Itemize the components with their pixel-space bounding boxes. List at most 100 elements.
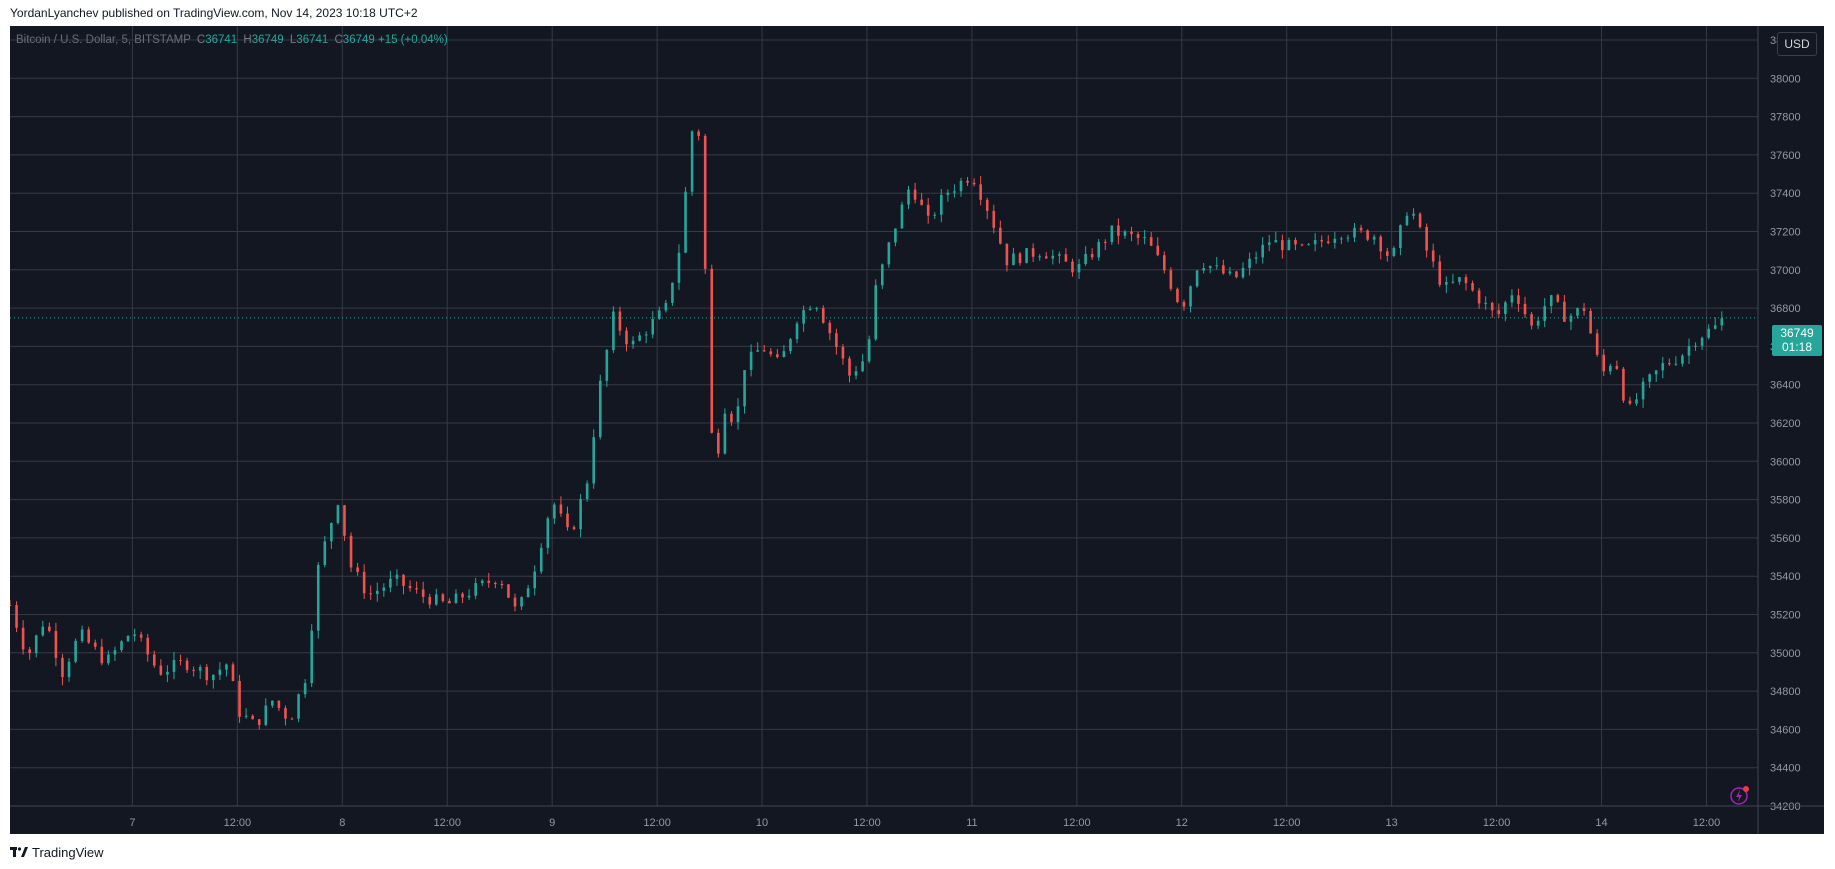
candle-body [257,719,261,725]
candle-body [1136,234,1140,238]
candle-body [428,596,432,605]
candle-body [887,242,891,265]
candle-body [1163,255,1166,271]
candle-body [408,585,412,589]
candle-body [1504,302,1507,315]
tradingview-brand[interactable]: TradingView [10,845,104,860]
candle-body [507,584,510,598]
bolt-icon[interactable] [1729,784,1751,806]
candle-body [395,574,399,579]
candle-body [1549,295,1553,307]
candle-body [808,308,812,311]
candle-body [743,370,746,407]
candle-body [1254,257,1258,259]
candle-body [1589,310,1592,334]
chart-panel[interactable]: 3820038000378003760037400372003700036800… [10,26,1824,834]
x-tick-label: 12:00 [853,817,881,829]
candle-body [402,574,405,586]
candle-body [1608,365,1612,372]
currency-button[interactable]: USD [1777,32,1817,56]
close-value: 36749 [342,34,375,46]
candle-body [1313,240,1317,245]
candle-body [1445,281,1448,285]
candle-body [644,334,648,336]
candle-body [212,674,215,681]
h-value: 36749 [251,34,284,46]
candle-body [1536,320,1540,326]
candle-body [1103,241,1107,243]
candle-body [835,333,838,347]
candle-body [1195,270,1199,287]
candle-body [736,406,740,423]
candle-body [1038,256,1041,258]
y-tick-label: 34200 [1770,801,1801,813]
candle-body [1320,240,1324,242]
candle-body [74,640,77,662]
candle-body [671,282,674,303]
candle-body [34,635,38,654]
l-value: 36741 [296,34,329,46]
candle-body [251,715,254,720]
candle-body [684,191,687,253]
candle-body [907,189,910,205]
candle-body [1700,337,1704,346]
candle-body [1366,230,1369,240]
x-tick-label: 12:00 [1063,817,1091,829]
candle-body [349,535,353,568]
bar-countdown: 01:18 [1781,340,1813,354]
candle-body [913,189,917,200]
candle-body [28,649,31,654]
candle-body [1648,374,1651,382]
candle-body [382,587,386,591]
candle-body [15,605,18,628]
candle-body [953,191,956,193]
y-tick-label: 36000 [1770,456,1801,468]
publish-caption: YordanLyanchev published on TradingView.… [10,6,418,20]
candle-body [579,498,582,530]
candle-body [992,210,996,228]
candle-body [1628,400,1632,404]
candle-body [559,504,563,514]
candle-body [1418,213,1422,228]
candle-body [1720,318,1724,326]
candle-body [159,665,163,675]
candle-body [487,580,491,583]
candle-body [1307,244,1310,246]
candle-body [657,310,661,320]
candle-body [1241,267,1245,278]
x-tick-label: 12:00 [1693,817,1721,829]
candle-body [1182,301,1186,307]
chart-canvas[interactable]: 3820038000378003760037400372003700036800… [10,26,1824,834]
x-tick-label: 12:00 [1273,817,1301,829]
candle-body [1694,345,1697,347]
y-tick-label: 37600 [1770,150,1801,162]
candle-body [494,582,497,584]
candle-body [966,180,969,183]
candle-body [985,199,989,211]
y-tick-label: 36800 [1770,303,1801,315]
candle-body [454,593,458,604]
candle-body [1346,237,1350,239]
candle-body [572,527,576,530]
candle-body [1359,227,1363,231]
candle-body [1018,253,1022,264]
candle-body [1641,381,1645,400]
candle-body [80,629,84,641]
candle-body [1615,365,1619,369]
candle-body [198,667,202,671]
candle-body [697,131,700,136]
h-label: H [243,34,252,46]
candle-body [126,635,130,642]
candle-body [776,354,779,358]
candle-body [139,634,143,638]
candle-body [1222,265,1225,274]
candle-body [244,715,248,717]
candle-body [1202,268,1205,271]
last-price-value: 36749 [1780,326,1814,340]
candle-body [1012,253,1015,266]
candle-body [1569,315,1573,322]
candle-body [435,594,438,605]
tradingview-logo-icon [10,847,28,857]
candle-body [1090,253,1094,258]
x-tick-label: 12:00 [1483,817,1511,829]
